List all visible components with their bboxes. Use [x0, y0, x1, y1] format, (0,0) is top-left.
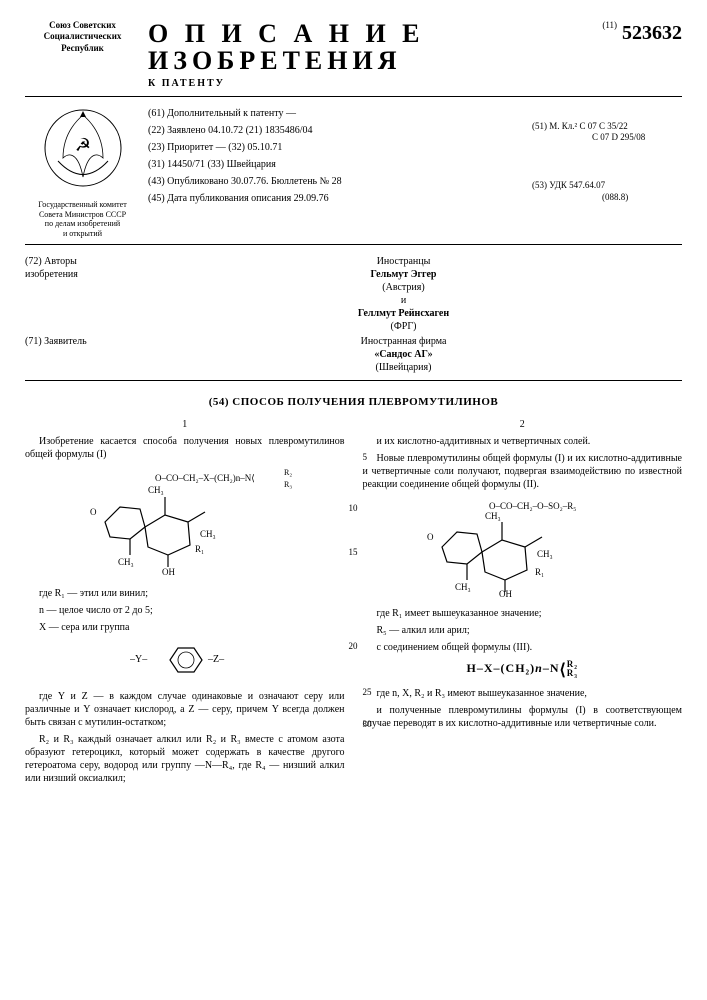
bib-22: (22) Заявлено 04.10.72 (21) 1835486/04 [148, 124, 532, 137]
col1-def2: n — целое число от 2 до 5; [39, 604, 345, 617]
col1-p3: R₂ и R₃ каждый означает алкил или R₂ и R… [25, 733, 345, 785]
body-columns: 1 Изобретение касается способа получения… [25, 418, 682, 789]
svg-text:O–CO–CH₂–X–(CH₂)n–N⟨: O–CO–CH₂–X–(CH₂)n–N⟨ [155, 473, 255, 483]
line-10: 10 [349, 503, 358, 515]
applicant-name: «Сандос АГ» [125, 348, 682, 361]
divider [25, 96, 682, 97]
col2-def3: с соединением общей формулы (III). [377, 641, 683, 654]
svg-text:CH₃: CH₃ [200, 529, 216, 539]
issuer-l2: Социалистических [25, 31, 140, 42]
col2-p3: где n, X, R₂ и R₃ имеют вышеуказанное зн… [377, 688, 587, 699]
formula-yz: –Y– –Z– [25, 640, 345, 684]
line-30: 30 [349, 719, 372, 731]
cls-53b: (088.8) [532, 192, 682, 204]
svg-text:CH₃: CH₃ [118, 557, 134, 567]
org-l2: Совета Министров СССР [25, 210, 140, 220]
issuer-l3: Республик [25, 43, 140, 54]
line-20: 20 [349, 641, 358, 653]
title-line2: ИЗОБРЕТЕНИЯ [148, 47, 682, 74]
formula-3: H–X–(CH₂)n–N⟨R₂R₃ [363, 660, 683, 682]
bib-23: (23) Приоритет — (32) 05.10.71 [148, 141, 532, 154]
applicant-country: (Швейцария) [125, 361, 682, 374]
svg-text:–Y–: –Y– [130, 654, 148, 665]
bib-61: (61) Дополнительный к патенту — [148, 107, 532, 120]
org-l4: и открытий [25, 229, 140, 239]
line-5: 5 [349, 452, 368, 464]
svg-text:OH: OH [499, 589, 512, 597]
line-25: 25 [349, 687, 372, 699]
col1-def3: X — сера или группа [39, 621, 345, 634]
svg-text:CH₃: CH₃ [148, 485, 164, 495]
formula-1: O CH₃ OH R₁ CH₃ CH₃ O–CO–CH₂–X–(CH₂)n–N⟨… [25, 467, 345, 581]
label-71: (71) Заявитель [25, 335, 125, 374]
pubno-field-label: (11) [602, 20, 617, 30]
col2-p4: и полученные плевромутилины формулы (I) … [363, 705, 683, 729]
svg-text:O: O [90, 507, 97, 517]
issuer: Союз Советских Социалистических Республи… [25, 20, 140, 54]
label-72: (72) Авторы изобретения [25, 255, 125, 333]
column-2: 2 и их кислотно-аддитивных и четвертичны… [363, 418, 683, 789]
bib-43: (43) Опубликовано 30.07.76. Бюллетень № … [148, 175, 532, 188]
col2-def2: R₅ — алкил или арил; [377, 624, 683, 637]
col2-p1: и их кислотно-аддитивных и четвертичных … [363, 435, 683, 448]
col2-p2: Новые плевромутилины общей формулы (I) и… [363, 453, 683, 490]
publication-number: (11) 523632 [602, 20, 682, 46]
authors-block: (72) Авторы изобретения Иностранцы Гельм… [25, 255, 682, 374]
bib-45: (45) Дата публикования описания 29.09.76 [148, 192, 532, 205]
col1-def1: где R₁ — этил или винил; [39, 587, 345, 600]
emblem-column: ☭ Государственный комитет Совета Министр… [25, 103, 140, 239]
org-l3: по делам изобретений [25, 219, 140, 229]
col2-def1: где R₁ имеет вышеуказанное значение; [377, 607, 683, 620]
author-1-name: Гельмут Эггер [125, 268, 682, 281]
author-foreign: Иностранцы [125, 255, 682, 268]
svg-text:O–CO–CH₂–O–SO₂–R₅: O–CO–CH₂–O–SO₂–R₅ [489, 501, 576, 511]
svg-text:R₂: R₂ [284, 468, 292, 477]
col1-number: 1 [25, 418, 345, 431]
author-1-country: (Австрия) [125, 281, 682, 294]
pubno-value: 523632 [622, 22, 682, 44]
line-15: 15 [349, 547, 358, 559]
col1-p2: где Y и Z — в каждом случае одинаковые и… [25, 690, 345, 729]
svg-text:R₁: R₁ [535, 567, 544, 577]
col2-number: 2 [363, 418, 683, 431]
bibliographic-data: (61) Дополнительный к патенту — (22) Зая… [140, 103, 532, 239]
formula-2: O CH₃ OH R₁ CH₃ CH₃ O–CO–CH₂–O–SO₂–R₅ [363, 497, 683, 601]
document-title: О П И С А Н И Е ИЗОБРЕТЕНИЯ К ПАТЕНТУ [140, 20, 682, 90]
cls-51b: C 07 D 295/08 [532, 132, 682, 144]
applicant-kind: Иностранная фирма [125, 335, 682, 348]
svg-text:CH₃: CH₃ [537, 549, 553, 559]
svg-text:R₃: R₃ [284, 480, 292, 489]
author-2-name: Геллмут Рейнсхаген [125, 307, 682, 320]
classification-data: (51) М. Кл.² C 07 C 35/22 C 07 D 295/08 … [532, 103, 682, 239]
state-emblem-icon: ☭ [38, 103, 128, 193]
invention-title: (54) СПОСОБ ПОЛУЧЕНИЯ ПЛЕВРОМУТИЛИНОВ [25, 395, 682, 409]
org-l1: Государственный комитет [25, 200, 140, 210]
svg-text:–Z–: –Z– [207, 654, 225, 665]
title-sub: К ПАТЕНТУ [148, 77, 682, 90]
svg-text:CH₃: CH₃ [455, 582, 471, 592]
column-1: 1 Изобретение касается способа получения… [25, 418, 345, 789]
svg-text:O: O [427, 532, 434, 542]
cls-53a: (53) УДК 547.64.07 [532, 180, 682, 192]
svg-text:CH₃: CH₃ [485, 511, 501, 521]
cls-51a: (51) М. Кл.² C 07 C 35/22 [532, 121, 682, 133]
author-2-country: (ФРГ) [125, 320, 682, 333]
col1-p1: Изобретение касается способа получения н… [25, 435, 345, 461]
svg-text:R₁: R₁ [195, 544, 204, 554]
divider [25, 380, 682, 381]
svg-text:OH: OH [162, 567, 175, 577]
bib-31: (31) 14450/71 (33) Швейцария [148, 158, 532, 171]
issuer-l1: Союз Советских [25, 20, 140, 31]
divider [25, 244, 682, 245]
svg-text:☭: ☭ [74, 135, 90, 155]
author-and: и [125, 294, 682, 307]
